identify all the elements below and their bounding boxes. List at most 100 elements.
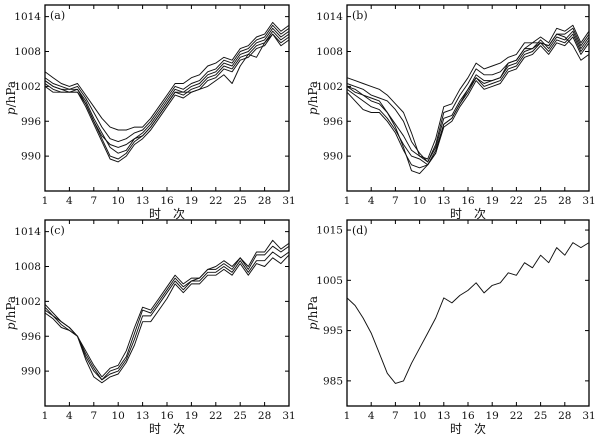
y-tick-label: 996 xyxy=(323,116,343,128)
x-tick-label: 31 xyxy=(582,195,595,207)
y-axis-symbol: p xyxy=(4,322,18,330)
series-line-b-5 xyxy=(346,36,590,169)
x-tick-label: 28 xyxy=(558,195,571,207)
x-tick-label: 10 xyxy=(112,410,125,422)
x-tick-label: 13 xyxy=(136,410,149,422)
series-line-a-5 xyxy=(44,33,290,163)
y-tick-label: 1014 xyxy=(316,11,343,23)
series-line-a-1 xyxy=(44,21,290,131)
x-tick-label: 28 xyxy=(258,195,271,207)
x-axis-title: 时 次 xyxy=(149,422,185,436)
y-tick-label: 990 xyxy=(21,366,41,378)
panel-label: (d) xyxy=(352,224,368,237)
x-tick-label: 25 xyxy=(234,410,247,422)
y-tick-label: 1014 xyxy=(14,11,41,23)
y-tick-label: 1015 xyxy=(316,225,343,237)
x-tick-label: 1 xyxy=(42,410,49,422)
series-line-c-1 xyxy=(44,239,290,378)
plot-frame xyxy=(346,219,590,407)
x-tick-label: 16 xyxy=(461,195,475,207)
x-tick-label: 16 xyxy=(160,410,174,422)
panel-label: (b) xyxy=(352,9,368,22)
x-axis-title: 时 次 xyxy=(450,422,486,436)
x-tick-label: 25 xyxy=(534,410,547,422)
panel-label: (c) xyxy=(50,224,65,237)
x-tick-label: 1 xyxy=(344,195,351,207)
y-tick-label: 1014 xyxy=(14,226,41,238)
x-tick-label: 28 xyxy=(258,410,271,422)
series-line-b-1 xyxy=(346,24,590,160)
chart-panel-d: 1 4 7 10 13 16 19 22 25 28 31 985 995 1005 1015 (d) 时 次 p… xyxy=(306,219,596,436)
x-tick-label: 22 xyxy=(209,195,222,207)
plot-frame xyxy=(44,219,290,407)
series-line-a-6 xyxy=(44,33,290,148)
x-tick-label: 31 xyxy=(582,410,595,422)
x-tick-label: 19 xyxy=(185,195,198,207)
y-tick-label: 1002 xyxy=(14,296,41,308)
y-axis-title: p/hPa xyxy=(306,296,320,330)
x-tick-label: 19 xyxy=(486,410,499,422)
x-tick-label: 7 xyxy=(90,410,97,422)
x-tick-label: 31 xyxy=(282,195,295,207)
x-tick-label: 28 xyxy=(558,410,571,422)
x-tick-label: 13 xyxy=(136,195,149,207)
x-tick-label: 13 xyxy=(437,195,450,207)
y-axis-symbol: p xyxy=(306,107,320,115)
y-tick-label: 1005 xyxy=(316,275,343,287)
x-axis-title: 时 次 xyxy=(149,207,185,221)
y-axis-unit: /hPa xyxy=(306,81,320,107)
x-tick-label: 16 xyxy=(160,195,174,207)
y-tick-label: 996 xyxy=(21,331,41,343)
panel-label: (a) xyxy=(50,9,65,22)
y-axis-title: p/hPa xyxy=(306,81,320,115)
x-tick-label: 1 xyxy=(344,410,351,422)
x-tick-label: 25 xyxy=(534,195,547,207)
y-tick-label: 1008 xyxy=(14,46,41,58)
x-tick-label: 7 xyxy=(392,195,399,207)
y-tick-label: 1008 xyxy=(316,46,343,58)
y-tick-label: 1002 xyxy=(316,81,343,93)
x-tick-label: 4 xyxy=(66,195,73,207)
x-tick-label: 4 xyxy=(368,195,375,207)
x-tick-label: 13 xyxy=(437,410,450,422)
y-tick-label: 985 xyxy=(323,375,343,387)
x-tick-label: 10 xyxy=(112,195,125,207)
y-tick-label: 995 xyxy=(323,325,343,337)
x-tick-label: 19 xyxy=(185,410,198,422)
x-tick-label: 7 xyxy=(90,195,97,207)
x-tick-label: 22 xyxy=(209,410,222,422)
chart-panel-a: 1 4 7 10 13 16 19 22 25 28 31 990 996 1002 1008 1014 (a)… xyxy=(4,4,296,221)
series-line-a-3 xyxy=(44,27,290,154)
x-tick-label: 22 xyxy=(510,195,523,207)
series-line-c-4 xyxy=(44,254,290,384)
y-tick-label: 1008 xyxy=(14,261,41,273)
y-tick-label: 996 xyxy=(21,116,41,128)
chart-panel-b: 1 4 7 10 13 16 19 22 25 28 31 990 996 1002 1008 1014 (b)… xyxy=(306,4,596,221)
y-axis-unit: /hPa xyxy=(4,81,18,107)
plot-frame xyxy=(346,4,590,192)
x-tick-label: 25 xyxy=(234,195,247,207)
x-tick-label: 19 xyxy=(486,195,499,207)
x-tick-label: 31 xyxy=(282,410,295,422)
x-tick-label: 22 xyxy=(510,410,523,422)
y-axis-unit: /hPa xyxy=(306,296,320,322)
x-tick-label: 1 xyxy=(42,195,49,207)
y-tick-label: 990 xyxy=(21,151,41,163)
y-tick-label: 990 xyxy=(323,151,343,163)
series-line-b-6 xyxy=(346,33,590,175)
series-line-a-2 xyxy=(44,24,290,143)
series-line-c-2 xyxy=(44,245,290,381)
series-line-b-4 xyxy=(346,33,590,166)
x-tick-label: 4 xyxy=(66,410,73,422)
series-line-b-3 xyxy=(346,30,590,163)
y-axis-title: p/hPa xyxy=(4,296,18,330)
x-tick-label: 16 xyxy=(461,410,475,422)
y-axis-unit: /hPa xyxy=(4,296,18,322)
x-tick-label: 10 xyxy=(413,195,426,207)
chart-panel-c: 1 4 7 10 13 16 19 22 25 28 31 990 996 1002 1008 1014 (c)… xyxy=(4,219,296,436)
x-axis-title: 时 次 xyxy=(450,207,486,221)
y-axis-title: p/hPa xyxy=(4,81,18,115)
y-axis-symbol: p xyxy=(306,322,320,330)
series-line-d-1 xyxy=(346,242,590,384)
